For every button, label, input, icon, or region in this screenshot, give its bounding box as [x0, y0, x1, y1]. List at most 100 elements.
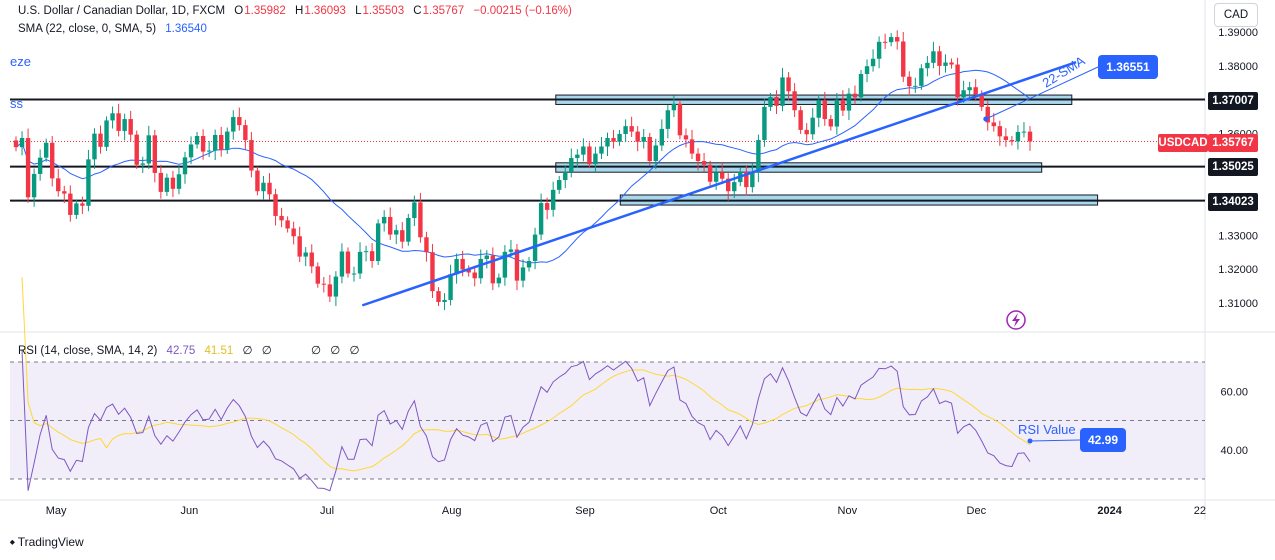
candle-body — [973, 87, 978, 95]
candle-body — [430, 252, 435, 292]
tradingview-brand: TradingView — [17, 535, 84, 549]
tag-symbol: USDCAD — [1158, 134, 1208, 152]
candle-body — [834, 99, 840, 127]
candle-body — [991, 122, 996, 127]
candle-body — [460, 258, 465, 270]
candle-body — [544, 203, 550, 210]
candle-body — [774, 97, 779, 106]
rsi-legend[interactable]: RSI (14, close, SMA, 14, 2) 42.75 41.51 … — [18, 343, 359, 357]
candle-body — [436, 291, 441, 302]
candle-body — [617, 133, 622, 142]
candle-body — [394, 230, 399, 235]
candle-body — [484, 255, 489, 259]
candle-body — [31, 173, 37, 198]
low-value: 1.35503 — [362, 5, 405, 17]
candle-body — [62, 191, 67, 194]
symbol-title: U.S. Dollar / Canadian Dollar, 1D, FXCM — [18, 5, 226, 17]
candle-body — [955, 64, 960, 98]
annotations: 22-SMA — [983, 53, 1099, 330]
candle-body — [424, 237, 429, 253]
candle-body — [997, 126, 1003, 137]
rsi-extra-0: ∅ — [242, 345, 253, 357]
candle-body — [74, 203, 79, 215]
candle-body — [273, 194, 278, 216]
candle-body — [526, 260, 532, 268]
candle-body — [86, 159, 91, 206]
partial-label-top: eze — [10, 54, 31, 69]
tradingview-logo[interactable]: ⬩ TradingView — [10, 534, 84, 550]
candle-body — [569, 158, 574, 172]
candle-body — [689, 139, 695, 154]
candle-body — [1009, 140, 1015, 142]
trendline[interactable] — [361, 60, 1077, 307]
candle-body — [418, 202, 423, 238]
tradingview-mark-icon: ⬩ — [10, 534, 15, 549]
candle-body — [629, 126, 634, 132]
lightning-bolt-icon — [1012, 313, 1020, 327]
lightning-icon — [1006, 310, 1026, 330]
candle-body — [876, 41, 882, 59]
candle-body — [635, 131, 640, 142]
candle-body — [285, 220, 290, 229]
tag-last-price: 1.35767 — [1208, 134, 1258, 152]
candle-body — [56, 178, 61, 192]
candle-body — [303, 252, 308, 257]
candle-body — [768, 97, 773, 107]
candle-body — [659, 128, 665, 146]
time-tick-label: 22 — [1194, 505, 1206, 517]
rsi-legend-sma-value: 41.51 — [204, 345, 234, 357]
candle-body — [701, 161, 707, 165]
candle-body — [225, 131, 230, 150]
rsi-ma-line — [21, 277, 1031, 472]
price-tick-label: 1.39000 — [1218, 27, 1258, 39]
sma-legend[interactable]: SMA (22, close, 0, SMA, 5) 1.36540 — [18, 23, 207, 35]
candle-body — [671, 103, 677, 111]
candle-body — [550, 189, 556, 210]
candle-body — [1015, 131, 1021, 142]
open-value: 1.35982 — [244, 5, 286, 17]
candle-body — [919, 68, 924, 86]
candle-body — [249, 140, 254, 171]
partial-label-bottom: ss — [10, 96, 23, 111]
candle-body — [538, 203, 544, 235]
candle-body — [134, 134, 139, 165]
close-label: C — [413, 5, 422, 17]
candle-body — [985, 106, 990, 123]
price-tick-label: 1.32000 — [1218, 264, 1258, 276]
candle-body — [1027, 131, 1033, 142]
candle-body — [611, 138, 616, 142]
candle-body — [937, 51, 942, 66]
candle-body — [949, 62, 954, 65]
tag-support-2: 1.34023 — [1208, 193, 1258, 211]
time-tick-label: Oct — [710, 505, 727, 517]
candle-body — [472, 272, 477, 279]
candle-body — [182, 157, 188, 175]
candle-body — [979, 94, 984, 107]
low-label: L — [355, 5, 362, 17]
candle-body — [816, 100, 821, 118]
candle-body — [931, 51, 936, 63]
candle-body — [43, 142, 49, 158]
candle-body — [442, 299, 447, 302]
candle-body — [599, 146, 604, 154]
candle-body — [707, 164, 713, 182]
tag-support-1: 1.35025 — [1208, 158, 1258, 176]
candle-body — [967, 87, 972, 91]
candle-body — [907, 76, 912, 87]
rsi-extra-1: ∅ — [261, 345, 272, 357]
candle-body — [882, 41, 888, 43]
candle-body — [895, 37, 900, 42]
candle-body — [1021, 131, 1027, 133]
candle-body — [68, 193, 73, 215]
rsi-legend-value: 42.75 — [166, 345, 196, 357]
candle-body — [110, 113, 115, 121]
candle-body — [647, 137, 652, 162]
candle-body — [925, 62, 930, 69]
currency-button[interactable]: CAD — [1214, 3, 1258, 27]
candle-body — [122, 119, 127, 131]
candle-body — [840, 99, 846, 111]
candle-body — [496, 277, 502, 284]
candle-body — [219, 134, 224, 150]
candle-body — [828, 119, 834, 127]
